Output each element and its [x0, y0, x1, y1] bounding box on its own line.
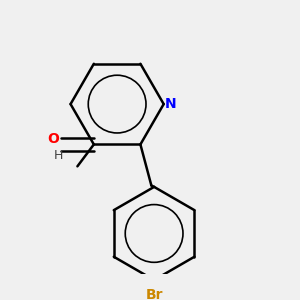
- Text: H: H: [53, 149, 63, 162]
- Text: O: O: [47, 132, 59, 146]
- Text: N: N: [165, 97, 176, 111]
- Text: Br: Br: [146, 288, 163, 300]
